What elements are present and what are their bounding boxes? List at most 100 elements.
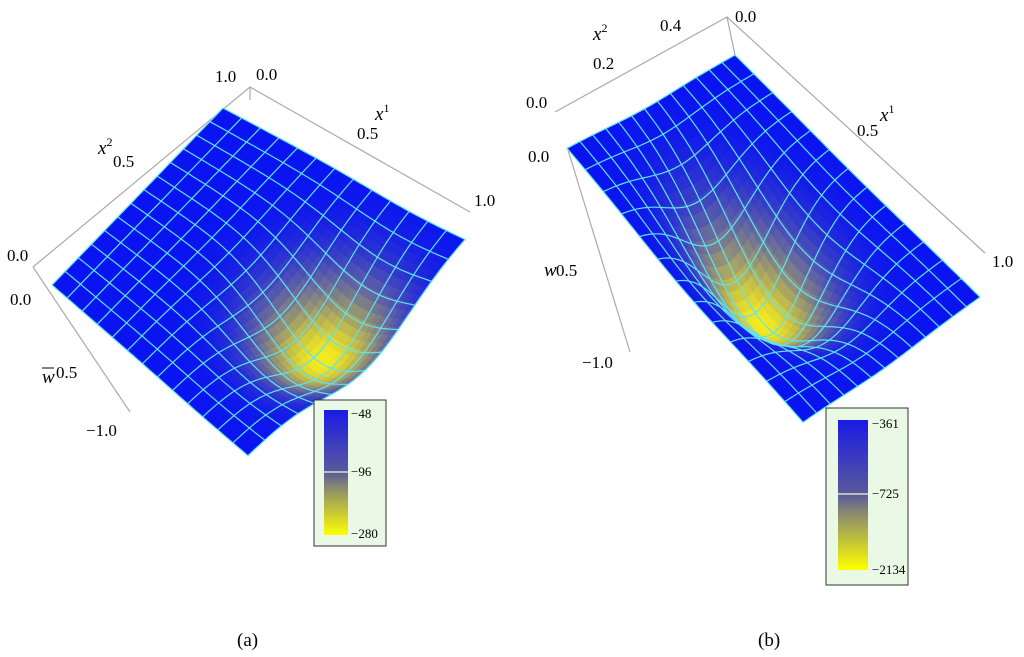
panel-b-x1-tick-1: 0.5 [857, 121, 878, 140]
panel-a: 1.0 0.5 0.0 x2 0.0 0.5 1.0 x1 0.0 0.5 −1… [7, 65, 495, 651]
panel-b-w-tick-3: −1.0 [582, 353, 613, 372]
panel-b-box-left [567, 149, 631, 353]
panel-a-surface-mesh-line [196, 134, 432, 282]
panel-a-surface-mesh-line [183, 148, 416, 306]
panel-a-surface-mesh-line [96, 137, 280, 325]
panel-a-surface-mesh-line [66, 117, 243, 299]
panel-a-surface-mesh-line [217, 220, 429, 431]
panel-a-surface-mesh-line [51, 284, 249, 457]
panel-a-surface-mesh-line [157, 178, 354, 378]
panel-a-surface-mesh-line [187, 200, 391, 405]
panel-b-legend-tick-2: −725 [872, 486, 899, 501]
panel-b-w-label: w [544, 260, 557, 281]
panel-b-x1-tick-2: 1.0 [992, 252, 1013, 271]
panel-b-x1-tick-0: 0.0 [735, 7, 756, 26]
panel-b-surface-mesh-line [766, 259, 943, 382]
panel-a-x1-tick-2: 0.5 [357, 124, 378, 143]
panel-b-surface-mesh-line [566, 54, 736, 149]
panel-a-surface-mesh-line [202, 210, 410, 418]
panel-b-legend-tick-3: −2134 [872, 562, 906, 577]
panel-a-surface-mesh-line [247, 239, 466, 457]
panel-b-surface-mesh-line [644, 108, 886, 369]
panel-b-x2-tick-2: 0.2 [593, 54, 614, 73]
panel-b-w-tick-3-sign: − [582, 353, 592, 372]
panel-a-x1-tick-3: 1.0 [474, 191, 495, 210]
panel-a-legend: −48 −96 −280 [313, 399, 387, 547]
panel-a-surface-mesh-line [77, 257, 282, 427]
panel-b-w-tick-1: 0.0 [528, 147, 549, 166]
panel-b-surface-mesh-line [694, 186, 868, 338]
panel-a-x2-tick-3: 0.0 [7, 246, 28, 265]
panel-a-w-tick-3-value: 1.0 [96, 421, 117, 440]
panel-a-w-tick-1: 0.0 [10, 290, 31, 309]
panel-a-surface [51, 107, 466, 457]
panel-a-x2-tick-2: 0.5 [113, 152, 134, 171]
panel-b-surface-mesh-line [734, 54, 981, 298]
panel-b-surface-mesh-line [631, 115, 872, 378]
panel-a-surface-mesh-line [126, 157, 317, 351]
panel-a-surface-mesh-line [209, 121, 449, 260]
panel-b-surface-mesh-line [708, 69, 954, 318]
panel-b-surface-mesh-line [784, 278, 962, 403]
panel-b-x2-tick-1: 0.0 [526, 93, 547, 112]
panel-b-surface-mesh-line [712, 205, 887, 346]
panel-a-w-tick-2: 0.5 [56, 363, 77, 382]
panel-a-surface-mesh-line [232, 230, 447, 444]
panel-b-surface-mesh-line [639, 130, 811, 247]
panel-a-caption: (a) [237, 630, 258, 651]
panel-b-surface-mesh-line [592, 134, 831, 405]
panel-b-surface-mesh-line [748, 241, 924, 363]
panel-a-legend-tick-2: −96 [351, 464, 372, 479]
panel-a-surface-mesh-line [104, 230, 316, 405]
panel-a-surface-mesh-line [130, 202, 349, 385]
panel-b-surface-mesh-line [621, 111, 792, 215]
panel-b-surface-mesh-line [603, 92, 774, 193]
panel-b-surface-mesh-line [657, 100, 899, 359]
panel-a-surface-mesh-line [51, 107, 224, 286]
panel-b-surface-mesh-line [695, 77, 940, 328]
panel-a-surface-mesh-line [222, 107, 466, 241]
panel-a-surface-mesh-line [64, 270, 266, 441]
panel-a-surface-mesh-line [143, 189, 365, 373]
panel-a-surface-mesh-line [172, 189, 373, 391]
panel-a-surface-mesh-line [117, 216, 332, 395]
panel-b-surface-mesh-line [657, 149, 830, 286]
panel-a-surface-mesh-line [156, 175, 382, 354]
panel-b-legend: −361 −725 −2134 [825, 407, 909, 586]
panel-b-x1-label: x1 [879, 102, 894, 126]
panel-b-w-tick-3-value: 1.0 [592, 353, 613, 372]
panel-a-legend-tick-3: −280 [351, 526, 378, 541]
panel-a-box [32, 86, 471, 413]
panel-a-surface-mesh-line [91, 243, 299, 415]
panel-a-x1-tick-1: 0.0 [256, 65, 277, 84]
panel-a-surface-mesh-line [81, 127, 261, 312]
panel-b-surface-mesh-line [802, 296, 981, 423]
panel-b-surface-mesh-line [605, 128, 845, 396]
panel-a-w-tick-3-sign: − [86, 421, 96, 440]
panel-a-x2-tick-1: 1.0 [215, 67, 236, 86]
panel-b-surface-mesh-line [682, 85, 926, 338]
panel-b-surface-mesh-line [675, 168, 849, 318]
panel-a-box-left [32, 266, 131, 413]
panel-b-x2-tick-3: 0.4 [660, 16, 682, 35]
panel-a-w-label: w [42, 367, 55, 388]
panel-b-surface-mesh-line [566, 147, 804, 423]
panel-b-legend-tick-1: −361 [872, 416, 899, 431]
panel-a-legend-tick-1: −48 [351, 406, 371, 421]
panel-b-surface-mesh-line [669, 93, 913, 349]
panel-b-box-back [726, 16, 736, 56]
panel-a-surface-mesh-line [111, 147, 298, 338]
panel-b-x2-label: x2 [592, 21, 607, 45]
panel-b-surface-mesh-line [721, 61, 967, 308]
panel-b-surface-mesh-line [584, 73, 755, 171]
panel-a-surface-mesh-line [170, 161, 399, 331]
panel-b-surface-mesh-line [579, 141, 818, 414]
panel-b-box [554, 16, 986, 353]
panel-b-surface-mesh-line [730, 223, 905, 348]
panel-b: 0.0 0.2 0.4 x2 0.0 0.5 1.0 x1 0.0 0.5 −1… [526, 7, 1013, 651]
panel-b-surface [566, 54, 981, 423]
panel-a-w-tick-3: −1.0 [86, 421, 117, 440]
panel-a-surface-mesh-line [142, 168, 336, 365]
panel-b-w-tick-2: 0.5 [556, 261, 577, 280]
